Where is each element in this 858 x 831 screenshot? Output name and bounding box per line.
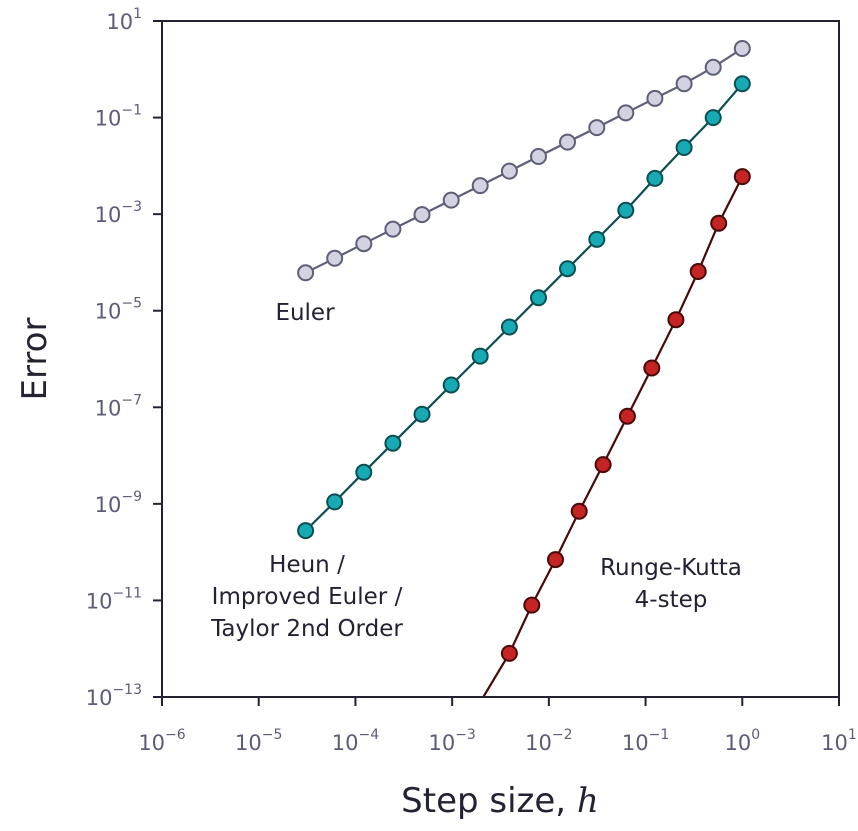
data-point <box>530 289 547 307</box>
data-point <box>618 407 636 425</box>
data-point <box>559 133 576 151</box>
series-annotation: Euler <box>275 300 335 326</box>
x-axis-title: Step size, h <box>401 781 599 821</box>
data-point <box>530 148 547 165</box>
y-tick-label: 10−13 <box>86 682 142 710</box>
x-tick-label: 10−5 <box>235 727 282 755</box>
data-point <box>617 201 635 219</box>
y-tick-label: 10−3 <box>95 199 142 227</box>
data-point <box>442 376 460 394</box>
series-annotation: Heun / Improved Euler / Taylor 2nd Order <box>210 552 403 642</box>
data-point <box>570 502 588 520</box>
data-point <box>500 162 518 180</box>
data-point <box>413 405 431 423</box>
data-point <box>471 347 489 365</box>
x-tick-label: 100 <box>724 727 760 755</box>
data-point <box>710 214 728 232</box>
data-point <box>733 75 751 93</box>
x-axis: 10−6 10−5 10−4 10−3 10−2 10−1 100 101 <box>138 697 857 755</box>
data-point <box>594 456 612 474</box>
y-tick-label: 10−5 <box>95 296 142 324</box>
data-point <box>733 40 751 57</box>
data-point <box>547 551 564 569</box>
data-point <box>559 260 576 278</box>
data-point <box>297 264 315 282</box>
series-0 <box>297 40 751 282</box>
series-line <box>482 176 744 697</box>
y-axis-title: Error <box>15 318 55 401</box>
y-tick-label: 10−11 <box>86 585 142 613</box>
data-point <box>704 109 722 127</box>
data-point <box>733 168 751 186</box>
series-line <box>304 83 744 532</box>
x-tick-label: 10−2 <box>525 727 572 755</box>
data-point <box>704 58 722 76</box>
x-tick-label: 10−3 <box>428 727 475 755</box>
plot-area-frame <box>161 20 840 698</box>
y-tick-label: 10−7 <box>95 392 142 420</box>
data-point <box>384 220 402 238</box>
y-tick-label: 101 <box>106 6 142 34</box>
data-point <box>588 119 606 137</box>
data-point <box>413 206 431 224</box>
chart-marks <box>297 40 751 697</box>
series-1 <box>297 75 751 540</box>
x-tick-label: 10−1 <box>622 727 669 755</box>
data-point <box>523 596 541 614</box>
x-tick-label: 101 <box>821 727 857 755</box>
y-tick-label: 10−1 <box>95 103 142 131</box>
data-point <box>326 249 344 267</box>
data-point <box>646 89 664 107</box>
data-point <box>355 463 373 481</box>
series-annotations: Euler Heun / Improved Euler / Taylor 2nd Or… <box>210 300 742 642</box>
data-point <box>588 230 606 248</box>
data-point <box>617 104 635 122</box>
y-axis: 101 10−1 10−3 10−5 10−7 10−9 10−11 10−13 <box>86 6 162 710</box>
data-point <box>646 169 664 187</box>
data-point <box>442 191 460 209</box>
x-tick-label: 10−4 <box>332 727 379 755</box>
data-point <box>675 139 693 156</box>
data-point <box>355 235 373 253</box>
data-point <box>326 493 344 511</box>
data-point <box>500 318 518 336</box>
data-point <box>675 75 693 93</box>
y-tick-label: 10−9 <box>95 489 142 517</box>
data-point <box>643 359 661 377</box>
data-point <box>471 177 489 195</box>
data-point <box>689 263 707 280</box>
data-point <box>297 522 315 540</box>
data-point <box>384 434 402 452</box>
series-line <box>305 47 743 274</box>
series-annotation: Runge-Kutta 4-step <box>600 555 742 613</box>
x-tick-label: 10−6 <box>138 727 185 755</box>
series-2 <box>482 168 751 697</box>
data-point <box>500 644 518 662</box>
data-point <box>667 311 685 329</box>
